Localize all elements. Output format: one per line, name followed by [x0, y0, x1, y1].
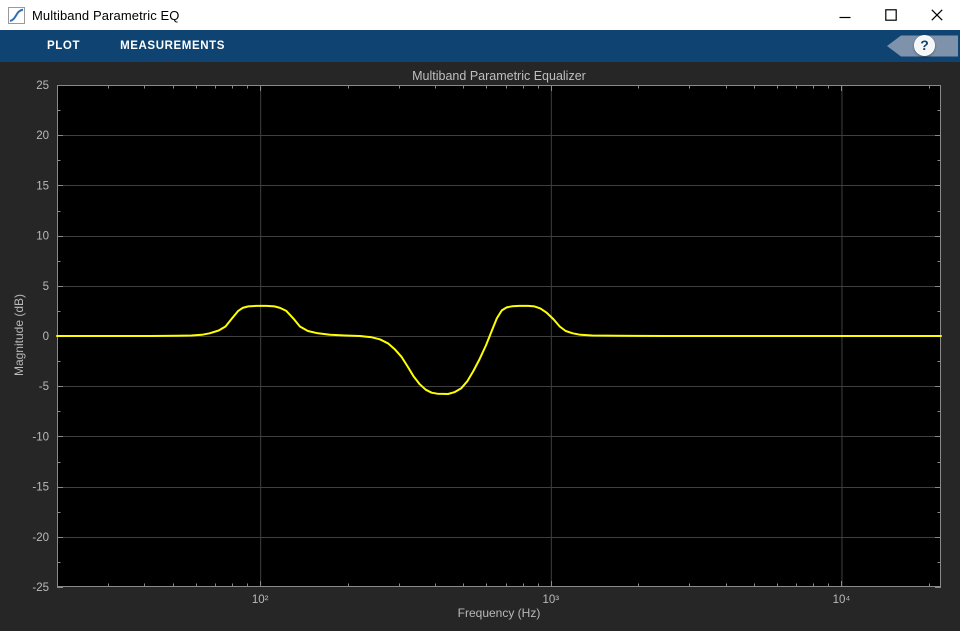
svg-text:15: 15: [36, 180, 49, 192]
titlebar: Multiband Parametric EQ: [0, 0, 960, 30]
eq-plot-canvas[interactable]: -25 -20 -15 -10 -5 0 5 10 15 20 25 10² 10³ 10⁴: [0, 62, 960, 631]
close-icon: [931, 9, 943, 21]
minimize-icon: [839, 16, 851, 19]
window-controls: [822, 0, 960, 30]
svg-text:-5: -5: [39, 381, 49, 393]
tab-plot[interactable]: PLOT: [47, 40, 81, 52]
y-axis-label: Magnitude (dB): [12, 293, 26, 377]
svg-text:-15: -15: [32, 482, 49, 494]
svg-text:-25: -25: [32, 582, 49, 594]
tick-labels: -25 -20 -15 -10 -5 0 5 10 15 20 25 10² 10³ 10⁴: [32, 80, 850, 606]
tab-measurements[interactable]: MEASUREMENTS: [120, 40, 226, 52]
svg-text:10²: 10²: [252, 594, 269, 606]
svg-text:25: 25: [36, 80, 49, 92]
help-icon: ?: [914, 35, 935, 56]
close-button[interactable]: [914, 0, 960, 30]
grid-lines: [57, 85, 941, 587]
svg-text:10³: 10³: [543, 594, 560, 606]
svg-text:20: 20: [36, 130, 49, 142]
x-axis-label: Frequency (Hz): [457, 606, 541, 620]
figure-area: -25 -20 -15 -10 -5 0 5 10 15 20 25 10² 10³ 10⁴ Multib…: [0, 62, 960, 631]
plot-title: Multiband Parametric Equalizer: [412, 69, 586, 83]
minimize-button[interactable]: [822, 0, 868, 30]
svg-text:0: 0: [43, 331, 49, 343]
svg-text:5: 5: [43, 281, 49, 293]
svg-text:10⁴: 10⁴: [833, 594, 851, 606]
maximize-button[interactable]: [868, 0, 914, 30]
eq-response-curve[interactable]: [56, 304, 942, 395]
help-button[interactable]: ?: [887, 35, 958, 57]
app-icon: [8, 6, 25, 24]
toolbar: PLOT MEASUREMENTS ?: [0, 30, 960, 62]
svg-text:10: 10: [36, 231, 49, 243]
svg-text:-10: -10: [32, 431, 49, 443]
svg-text:-20: -20: [32, 532, 49, 544]
window-title: Multiband Parametric EQ: [32, 7, 180, 23]
maximize-icon: [885, 9, 897, 21]
